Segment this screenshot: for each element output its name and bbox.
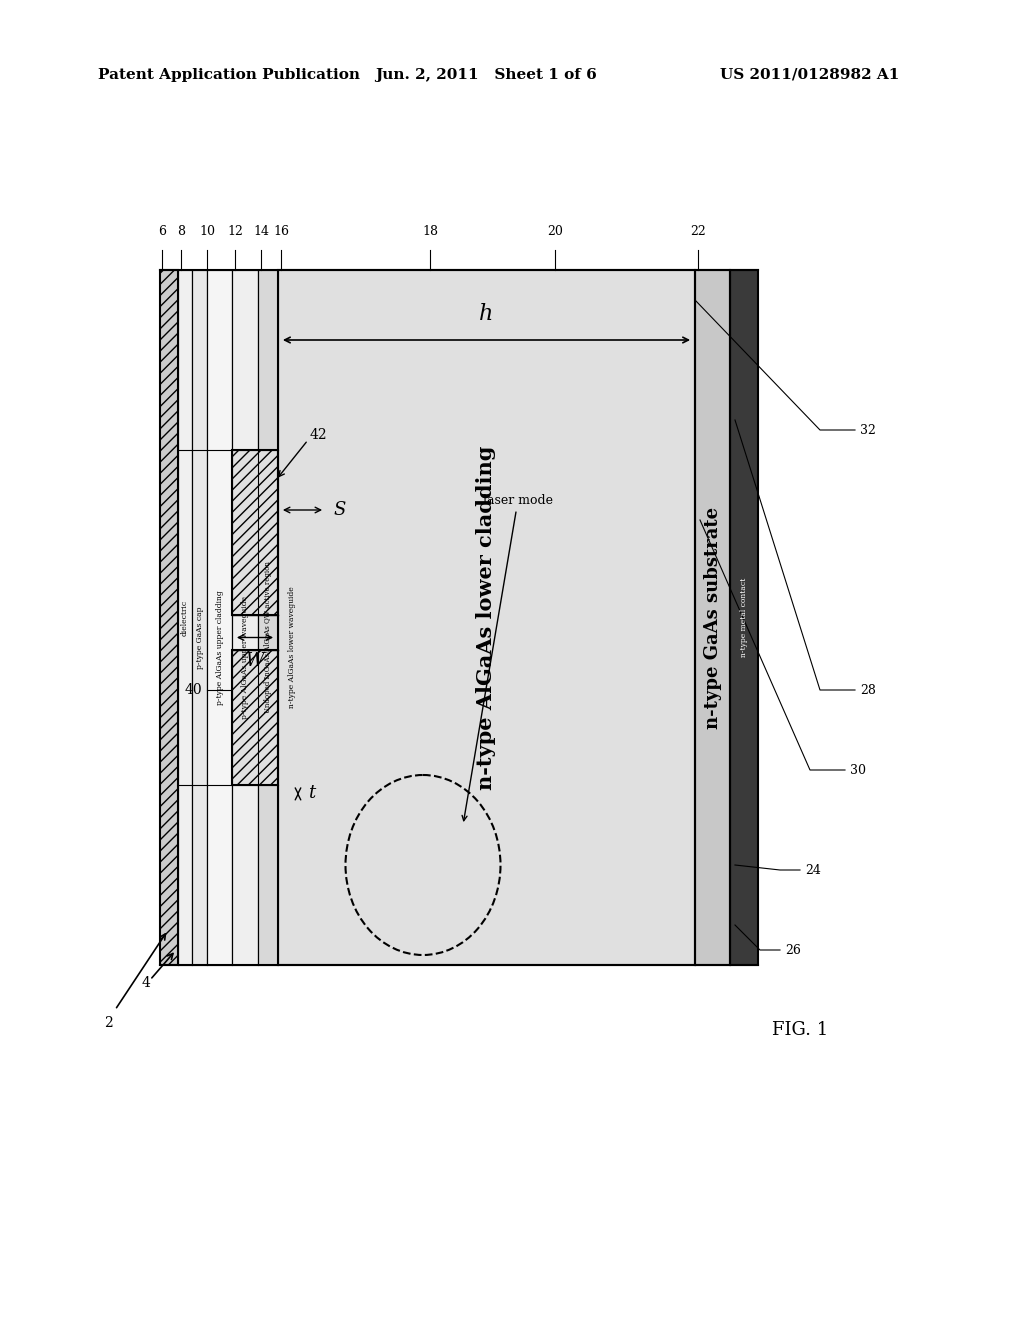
Text: 24: 24 [805, 863, 821, 876]
Text: FIG. 1: FIG. 1 [772, 1020, 828, 1039]
Text: p-type AlGaAs upper waveguide: p-type AlGaAs upper waveguide [241, 597, 249, 719]
Text: 14: 14 [253, 224, 269, 238]
Text: n-type GaAs substrate: n-type GaAs substrate [703, 507, 722, 729]
Bar [232, 649, 278, 785]
Bar [193, 271, 207, 965]
Text: 26: 26 [785, 944, 801, 957]
Text: Patent Application Publication: Patent Application Publication [98, 69, 360, 82]
Bar [278, 271, 695, 965]
Bar [730, 271, 758, 965]
Text: 30: 30 [850, 763, 866, 776]
Bar [232, 271, 258, 965]
Text: 32: 32 [860, 424, 876, 437]
Bar [207, 271, 232, 965]
Text: laser mode: laser mode [462, 494, 553, 821]
Text: 16: 16 [273, 224, 289, 238]
Text: 10: 10 [199, 224, 215, 238]
Bar [695, 271, 730, 965]
Bar [178, 271, 193, 965]
Text: 6: 6 [158, 224, 166, 238]
Text: 4: 4 [141, 975, 151, 990]
Text: 18: 18 [422, 224, 438, 238]
Text: dielectric: dielectric [181, 599, 189, 635]
Text: 40: 40 [184, 682, 202, 697]
Text: t: t [308, 784, 315, 801]
Text: S: S [333, 502, 345, 519]
Text: Undoped InGaAs/AlGaAs QW active region: Undoped InGaAs/AlGaAs QW active region [264, 561, 272, 713]
Text: p-type GaAs cap: p-type GaAs cap [196, 606, 204, 669]
Text: 12: 12 [227, 224, 243, 238]
Bar [232, 450, 278, 615]
Text: 2: 2 [103, 1016, 113, 1030]
Text: 42: 42 [310, 428, 328, 442]
Text: p-type AlGaAs upper cladding: p-type AlGaAs upper cladding [215, 590, 223, 705]
Text: n-type AlGaAs lower waveguide: n-type AlGaAs lower waveguide [288, 586, 296, 709]
Text: 22: 22 [690, 224, 706, 238]
Text: n-type metal contact: n-type metal contact [740, 578, 748, 657]
Text: 20: 20 [547, 224, 563, 238]
Text: h: h [479, 304, 494, 325]
Text: US 2011/0128982 A1: US 2011/0128982 A1 [720, 69, 899, 82]
Bar [258, 271, 278, 965]
Text: 28: 28 [860, 684, 876, 697]
Text: W: W [246, 652, 264, 669]
Text: n-type AlGaAs lower cladding: n-type AlGaAs lower cladding [476, 445, 497, 789]
Text: Jun. 2, 2011   Sheet 1 of 6: Jun. 2, 2011 Sheet 1 of 6 [375, 69, 597, 82]
Bar [160, 271, 178, 965]
Text: 8: 8 [177, 224, 185, 238]
